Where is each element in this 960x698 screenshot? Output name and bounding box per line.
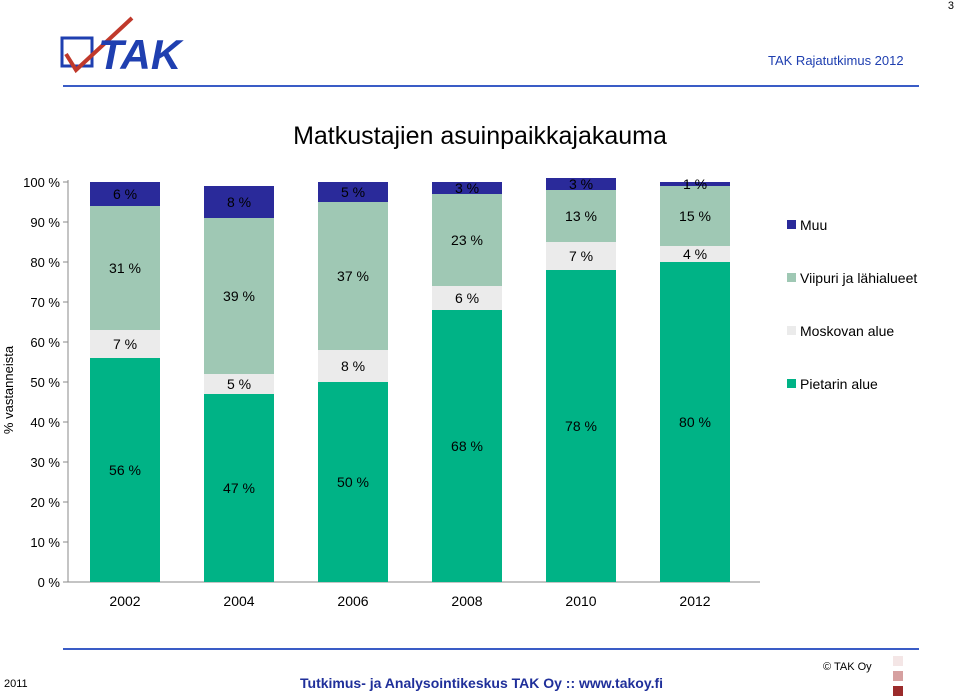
footer-organization: Tutkimus- ja Analysointikeskus TAK Oy ::…	[300, 675, 664, 691]
bar-value-label: 5 %	[227, 376, 251, 392]
x-tick-label: 2012	[679, 593, 710, 609]
footer-square-dark	[893, 686, 903, 696]
bar-segment	[204, 218, 274, 374]
bar-segment	[90, 182, 160, 206]
report-title: TAK Rajatutkimus 2012	[768, 53, 904, 68]
bar-segment	[660, 186, 730, 246]
legend-swatch	[787, 326, 796, 335]
top-divider	[63, 85, 919, 87]
y-tick-label: 80 %	[30, 255, 60, 270]
bar-segment	[546, 178, 616, 190]
bar-segment	[660, 262, 730, 582]
bar-value-label: 37 %	[337, 268, 369, 284]
bar-segment	[318, 382, 388, 582]
y-tick-label: 10 %	[30, 535, 60, 550]
y-tick-label: 0 %	[38, 575, 61, 590]
footer-square-light	[893, 656, 903, 666]
bar-value-label: 4 %	[683, 246, 707, 262]
bar-value-label: 6 %	[455, 290, 479, 306]
bar-segment	[318, 182, 388, 202]
bar-segment	[318, 202, 388, 350]
bar-segment	[546, 242, 616, 270]
legend-label: Pietarin alue	[800, 376, 878, 392]
bar-value-label: 6 %	[113, 186, 137, 202]
bar-segment	[90, 330, 160, 358]
x-tick-label: 2006	[337, 593, 368, 609]
bar-value-label: 39 %	[223, 288, 255, 304]
copyright-text: © TAK Oy	[823, 661, 872, 673]
legend-label: Viipuri ja lähialueet	[800, 270, 917, 286]
footer-square-mid	[893, 671, 903, 681]
bar-segment	[546, 270, 616, 582]
legend-swatch	[787, 220, 796, 229]
y-tick-label: 70 %	[30, 295, 60, 310]
bar-value-label: 13 %	[565, 208, 597, 224]
bar-segment	[660, 246, 730, 262]
y-tick-label: 30 %	[30, 455, 60, 470]
bar-value-label: 8 %	[341, 358, 365, 374]
logo-text: TAK	[98, 31, 184, 78]
bar-value-label: 50 %	[337, 474, 369, 490]
bar-value-label: 47 %	[223, 480, 255, 496]
legend-swatch	[787, 273, 796, 282]
bar-value-label: 3 %	[455, 180, 479, 196]
legend-label: Muu	[800, 217, 827, 233]
bar-segment	[204, 186, 274, 218]
bar-value-label: 78 %	[565, 418, 597, 434]
legend-label: Moskovan alue	[800, 323, 894, 339]
bar-segment	[204, 394, 274, 582]
x-tick-label: 2002	[109, 593, 140, 609]
y-axis-label: % vastanneista	[1, 345, 16, 434]
bar-segment	[432, 194, 502, 286]
bar-value-label: 3 %	[569, 176, 593, 192]
page-number: 3	[947, 0, 954, 12]
bar-value-label: 31 %	[109, 260, 141, 276]
y-tick-label: 40 %	[30, 415, 60, 430]
bottom-divider	[63, 648, 919, 650]
y-tick-label: 90 %	[30, 215, 60, 230]
bar-segment	[318, 350, 388, 382]
bar-value-label: 23 %	[451, 232, 483, 248]
bar-value-label: 80 %	[679, 414, 711, 430]
y-tick-label: 20 %	[30, 495, 60, 510]
legend-swatch	[787, 379, 796, 388]
bar-value-label: 1 %	[683, 176, 707, 192]
x-tick-label: 2010	[565, 593, 596, 609]
bar-segment	[432, 286, 502, 310]
bar-value-label: 15 %	[679, 208, 711, 224]
bar-value-label: 7 %	[569, 248, 593, 264]
bar-segment	[432, 310, 502, 582]
x-tick-label: 2004	[223, 593, 254, 609]
bar-segment	[546, 190, 616, 242]
bar-segment	[660, 182, 730, 186]
bar-segment	[432, 182, 502, 194]
footer-year: 2011	[4, 678, 28, 690]
bar-segment	[90, 358, 160, 582]
bar-value-label: 56 %	[109, 462, 141, 478]
bar-value-label: 68 %	[451, 438, 483, 454]
y-tick-label: 50 %	[30, 375, 60, 390]
bar-segment	[90, 206, 160, 330]
y-tick-label: 60 %	[30, 335, 60, 350]
bar-value-label: 8 %	[227, 194, 251, 210]
chart-title: Matkustajien asuinpaikkajakauma	[293, 122, 667, 150]
bar-value-label: 7 %	[113, 336, 137, 352]
bar-value-label: 5 %	[341, 184, 365, 200]
x-tick-label: 2008	[451, 593, 482, 609]
tak-logo: TAK	[58, 14, 208, 80]
chart: Matkustajien asuinpaikkajakauma % vastan…	[1, 122, 917, 609]
y-tick-label: 100 %	[23, 175, 60, 190]
bar-segment	[204, 374, 274, 394]
tak-logo-icon: TAK	[60, 16, 184, 78]
